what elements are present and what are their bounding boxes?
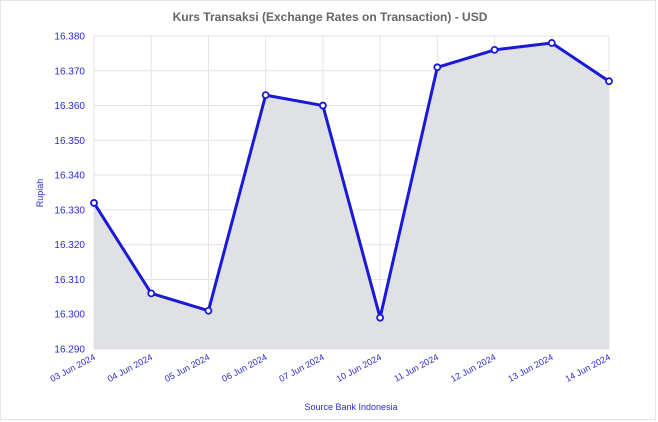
y-tick-label: 16.320	[54, 240, 85, 251]
x-tick-label: 03 Jun 2024	[48, 352, 96, 384]
x-tick-label: 13 Jun 2024	[506, 352, 554, 384]
y-tick-labels: 16.380 16.370 16.360 16.350 16.340 16.330 16.3…	[54, 32, 85, 356]
data-point	[318, 101, 327, 110]
x-tick-label: 06 Jun 2024	[220, 352, 268, 384]
y-tick-label: 16.300	[54, 310, 85, 321]
series-area	[94, 42, 609, 349]
x-tick-labels: 03 Jun 2024 04 Jun 2024 05 Jun 2024 06 Jun …	[48, 352, 611, 384]
data-point	[433, 63, 442, 72]
y-axis-label: Rupiah	[35, 179, 45, 208]
y-tick-label: 16.350	[54, 136, 85, 147]
x-tick-label: 10 Jun 2024	[335, 352, 383, 384]
y-tick-label: 16.360	[54, 101, 85, 112]
y-tick-label: 16.330	[54, 205, 85, 216]
area-layer	[94, 42, 609, 349]
x-tick-label: 07 Jun 2024	[277, 352, 325, 384]
y-tick-label: 16.310	[54, 275, 85, 286]
series-line	[92, 41, 610, 320]
y-tick-label: 16.290	[54, 345, 85, 356]
x-tick-label: 12 Jun 2024	[449, 352, 497, 384]
y-tick-label: 16.340	[54, 171, 85, 182]
source-label: Source Bank Indonesia	[304, 402, 397, 412]
x-tick-label: 05 Jun 2024	[163, 352, 211, 384]
data-point	[90, 199, 98, 207]
data-point	[605, 77, 613, 86]
y-tick-label: 16.380	[54, 32, 85, 43]
data-point	[204, 306, 213, 315]
x-tick-label: 14 Jun 2024	[563, 352, 611, 384]
y-tick-label: 16.370	[54, 66, 85, 77]
x-tick-label: 04 Jun 2024	[106, 352, 154, 384]
data-point	[147, 289, 156, 298]
point-layer	[90, 39, 613, 322]
data-point	[547, 39, 556, 47]
chart-title: Kurs Transaksi (Exchange Rates on Transa…	[173, 10, 488, 24]
x-tick-label: 11 Jun 2024	[392, 352, 440, 384]
data-point	[261, 91, 270, 100]
line-layer	[92, 41, 610, 320]
data-point	[376, 313, 385, 322]
data-point	[490, 46, 499, 54]
